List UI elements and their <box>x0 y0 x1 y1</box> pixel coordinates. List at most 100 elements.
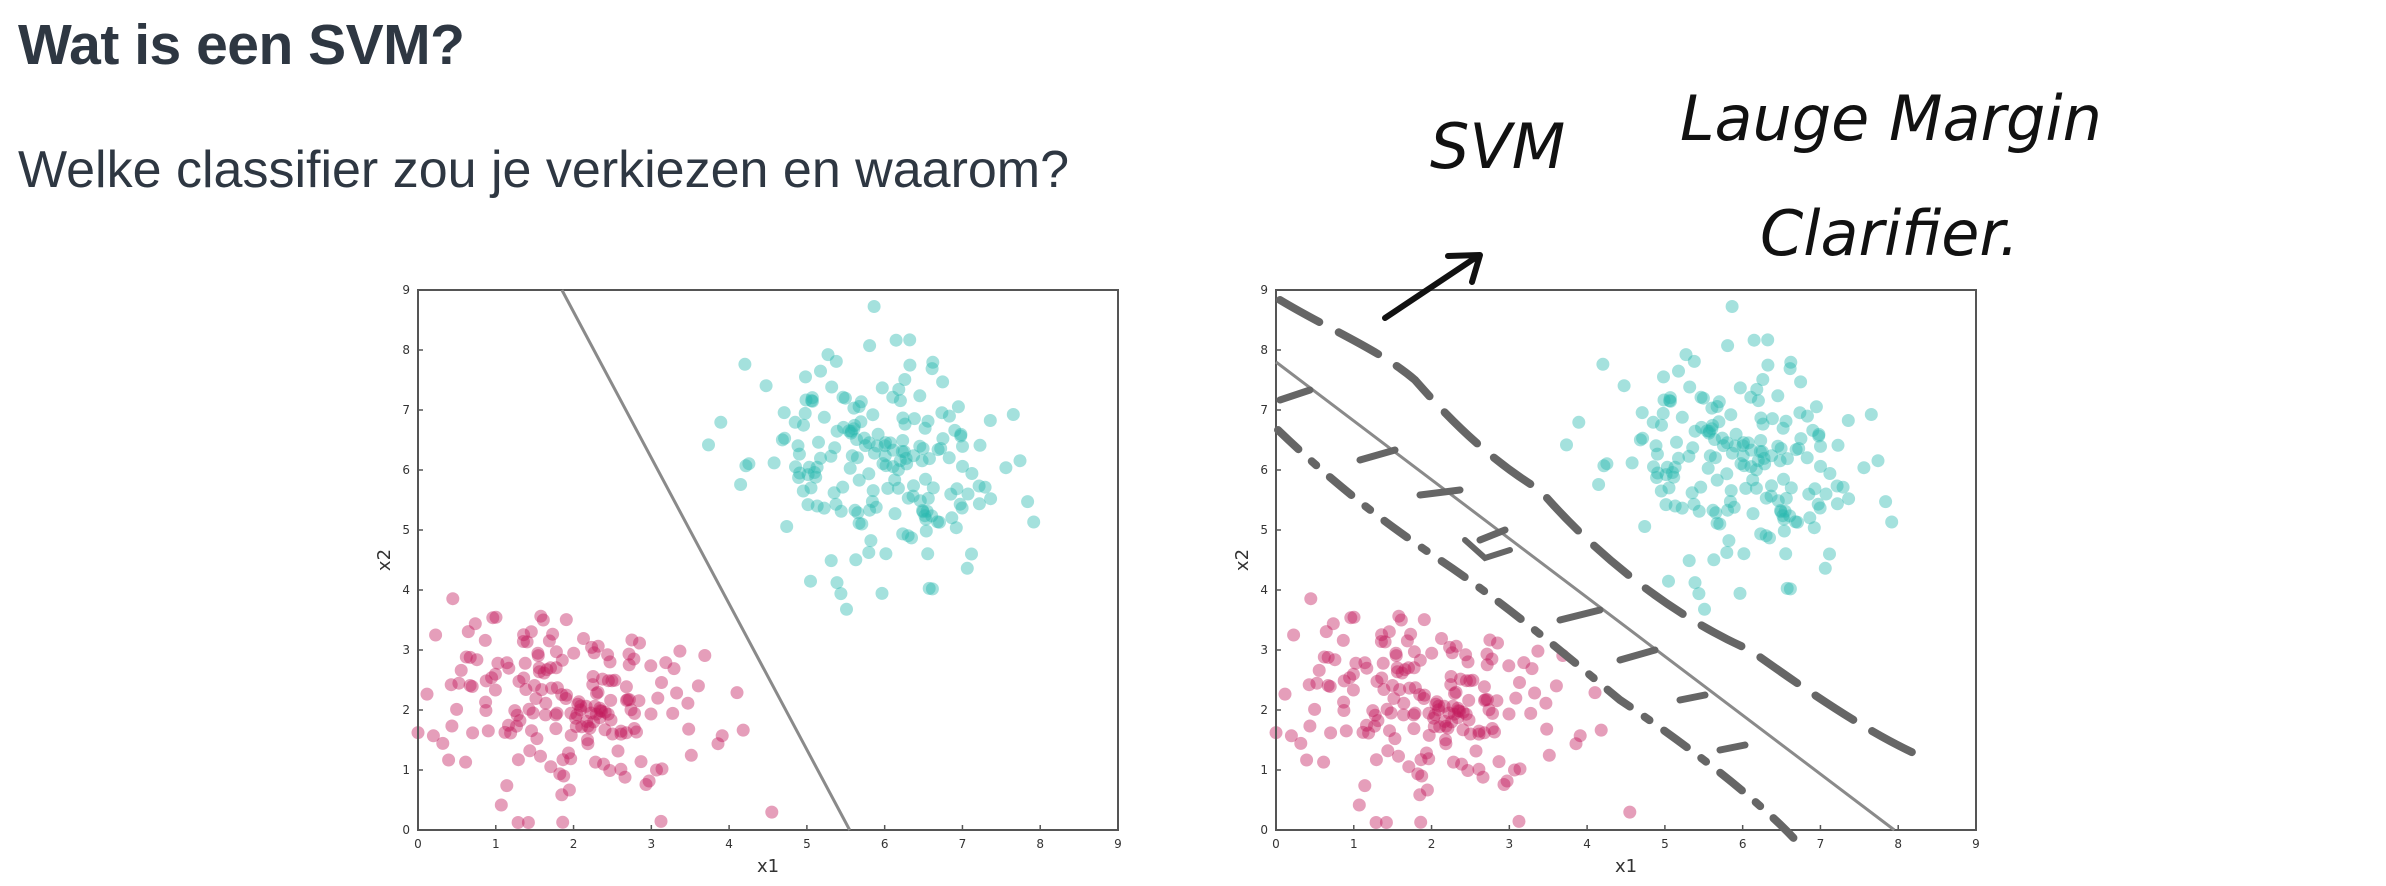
data-point-class-1 <box>1456 723 1470 737</box>
data-point-class-2 <box>1663 391 1677 405</box>
data-point-class-1 <box>633 636 646 650</box>
data-point-class-1 <box>445 719 459 733</box>
large-margin-annotation-line2: Clarifier. <box>1760 197 2019 270</box>
data-point-class-1 <box>655 676 668 689</box>
data-point-class-2 <box>920 504 934 518</box>
data-point-class-2 <box>836 480 850 494</box>
data-point-class-2 <box>1668 499 1682 513</box>
data-point-class-2 <box>1685 486 1699 500</box>
data-point-class-1 <box>597 757 611 771</box>
data-point-class-2 <box>1808 482 1822 496</box>
data-point-class-1 <box>1463 674 1477 688</box>
y-tick-label: 6 <box>402 463 410 477</box>
data-point-class-1 <box>670 686 684 700</box>
data-point-class-2 <box>1857 461 1871 475</box>
data-point-class-2 <box>1744 460 1758 474</box>
x-tick-label: 3 <box>648 837 656 851</box>
data-point-class-2 <box>896 527 910 541</box>
data-point-class-1 <box>569 711 583 725</box>
data-point-class-2 <box>798 406 812 420</box>
data-point-class-2 <box>1792 442 1806 455</box>
data-point-class-1 <box>537 666 551 680</box>
data-point-class-1 <box>1420 783 1434 797</box>
data-point-class-1 <box>1531 644 1545 658</box>
data-point-class-2 <box>1771 439 1785 453</box>
data-point-class-1 <box>450 702 464 716</box>
data-point-class-1 <box>1472 727 1486 741</box>
data-point-class-2 <box>1682 554 1696 568</box>
data-point-class-1 <box>666 706 680 720</box>
data-point-class-1 <box>1491 636 1504 650</box>
data-point-class-1 <box>1386 679 1399 692</box>
data-point-class-1 <box>488 667 502 681</box>
data-point-class-1 <box>520 635 534 649</box>
data-point-class-2 <box>1776 421 1790 435</box>
data-point-class-2 <box>1713 517 1727 531</box>
data-point-class-1 <box>553 767 567 781</box>
data-point-class-2 <box>1780 452 1794 466</box>
data-point-class-1 <box>1512 814 1526 828</box>
data-point-class-1 <box>564 728 578 742</box>
data-point-class-2 <box>1722 534 1736 548</box>
data-point-class-1 <box>1324 726 1338 740</box>
data-point-class-2 <box>934 442 948 455</box>
data-point-class-1 <box>1390 661 1404 675</box>
data-point-class-2 <box>1736 449 1750 463</box>
y-tick-label: 5 <box>1260 523 1268 537</box>
data-point-class-2 <box>827 486 841 500</box>
data-point-class-1 <box>502 718 515 732</box>
data-point-class-2 <box>1667 470 1681 484</box>
data-point-class-1 <box>555 688 569 702</box>
data-point-class-2 <box>942 451 956 465</box>
data-point-class-1 <box>1418 688 1431 702</box>
data-point-class-1 <box>1427 711 1441 725</box>
data-point-class-1 <box>1479 693 1493 706</box>
data-point-class-2 <box>899 451 913 465</box>
data-point-class-1 <box>517 671 531 685</box>
data-point-class-1 <box>1435 632 1448 645</box>
data-point-class-2 <box>1777 524 1791 538</box>
data-point-class-2 <box>805 391 819 405</box>
data-point-class-1 <box>606 727 619 741</box>
y-tick-label: 4 <box>402 583 410 597</box>
data-point-class-1 <box>1337 695 1351 709</box>
data-point-class-1 <box>444 678 458 692</box>
data-point-class-2 <box>1734 457 1748 471</box>
data-point-class-2 <box>1791 515 1804 529</box>
data-point-class-2 <box>1675 410 1689 424</box>
data-point-class-1 <box>574 703 587 717</box>
data-point-class-2 <box>913 439 927 453</box>
data-point-class-2 <box>1728 439 1742 453</box>
data-point-class-2 <box>834 504 848 518</box>
data-point-class-1 <box>1453 704 1467 718</box>
data-point-class-1 <box>539 696 553 710</box>
data-point-class-2 <box>1813 501 1827 515</box>
data-point-class-2 <box>810 460 824 474</box>
data-point-class-2 <box>828 441 842 455</box>
data-point-class-2 <box>1638 520 1652 533</box>
data-point-class-1 <box>508 704 522 718</box>
data-point-class-2 <box>886 460 900 474</box>
data-point-class-2 <box>1755 445 1769 459</box>
data-point-class-1 <box>1502 707 1516 721</box>
x-tick-label: 9 <box>1114 837 1122 851</box>
data-point-class-2 <box>913 494 927 508</box>
data-point-class-2 <box>876 457 890 471</box>
data-point-class-1 <box>608 673 622 687</box>
data-point-class-2 <box>1871 454 1885 468</box>
data-point-class-2 <box>778 431 792 445</box>
x-tick-label: 6 <box>881 837 889 851</box>
data-point-class-2 <box>954 427 968 441</box>
data-point-class-2 <box>855 517 869 531</box>
data-point-class-2 <box>1811 497 1825 511</box>
data-point-class-1 <box>1445 715 1459 729</box>
data-point-class-1 <box>622 647 636 661</box>
data-point-class-1 <box>1349 656 1363 670</box>
data-point-class-1 <box>522 702 536 716</box>
data-point-class-2 <box>1654 484 1668 498</box>
data-point-class-1 <box>1502 659 1516 673</box>
data-point-class-2 <box>891 481 905 495</box>
data-point-class-2 <box>919 472 932 486</box>
data-point-class-2 <box>1771 494 1785 508</box>
data-point-class-1 <box>1447 755 1460 769</box>
